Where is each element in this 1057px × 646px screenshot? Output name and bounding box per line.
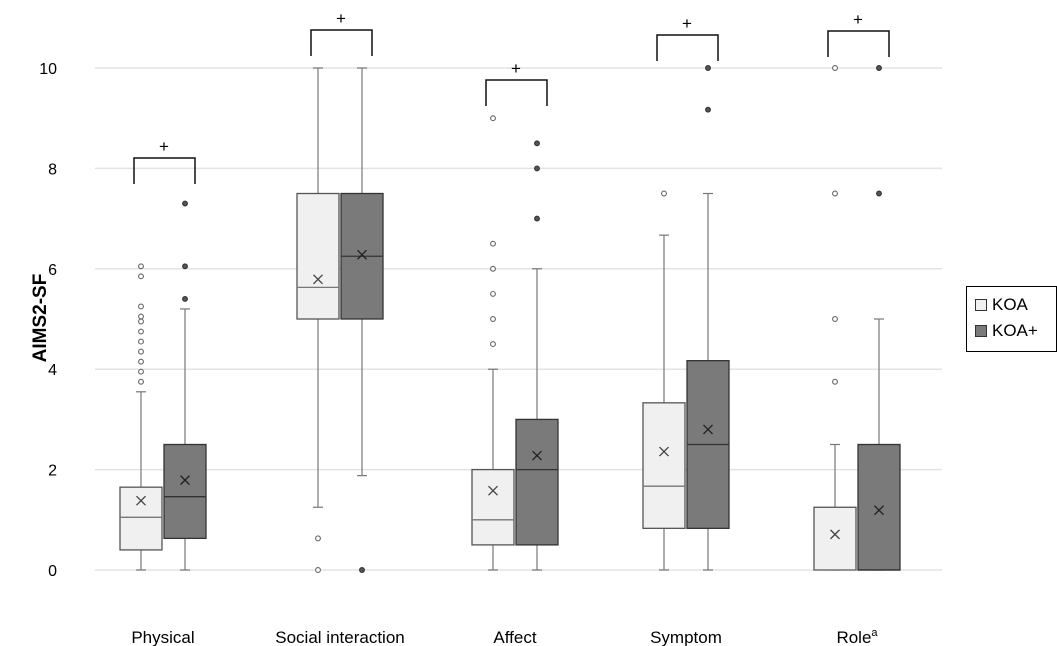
mean-marker: [488, 485, 498, 496]
mean-marker: [874, 505, 884, 516]
significance-brackets: + + + + +: [133, 9, 890, 184]
legend: KOA KOA+: [966, 286, 1057, 352]
significance-bracket: [656, 34, 719, 61]
outlier-point: [705, 106, 711, 113]
box-koa-plus-3: [686, 65, 730, 571]
boxes: [119, 65, 901, 573]
significance-mark: +: [336, 9, 346, 28]
category-labels: Physical Social interaction Affect Symptom R…: [131, 627, 878, 646]
category-label: Symptom: [650, 628, 722, 646]
legend-swatch-koa-plus: [975, 325, 987, 337]
y-axis-ticks: 0 2 4 6 8 10: [39, 61, 57, 580]
outlier-point: [705, 65, 711, 71]
outlier-point: [661, 190, 667, 197]
box-koa-2: [471, 115, 515, 571]
outlier-point: [138, 318, 144, 325]
outlier-point: [359, 567, 365, 573]
outlier-point: [876, 190, 882, 197]
legend-item-koa: KOA: [975, 295, 1028, 315]
significance-mark: +: [159, 137, 169, 156]
significance-mark: +: [682, 14, 692, 33]
outlier-point: [534, 140, 540, 147]
y-tick-label: 8: [48, 161, 57, 178]
outlier-point: [138, 358, 144, 365]
outlier-point: [534, 215, 540, 222]
outlier-point: [182, 263, 188, 270]
outlier-point: [138, 273, 144, 280]
significance-bracket: [133, 157, 196, 184]
outlier-point: [138, 303, 144, 310]
outlier-point: [832, 316, 838, 322]
y-tick-label: 10: [39, 61, 57, 78]
box-iqr: [163, 443, 207, 540]
mean-marker: [830, 529, 840, 540]
box-koa-1: [296, 67, 340, 573]
box-koa-3: [642, 190, 686, 571]
box-koa-plus-0: [163, 200, 207, 571]
outlier-point: [832, 378, 838, 385]
box-iqr: [813, 506, 857, 571]
box-koa-0: [119, 263, 163, 571]
box-koa-plus-1: [340, 67, 384, 573]
box-iqr: [296, 192, 340, 320]
outlier-point: [182, 200, 188, 207]
outlier-point: [832, 190, 838, 197]
box-iqr: [119, 486, 163, 551]
significance-mark: +: [853, 10, 863, 29]
mean-marker: [313, 274, 323, 285]
mean-marker: [136, 495, 146, 506]
outlier-point: [138, 263, 144, 270]
outlier-point: [315, 567, 321, 573]
y-tick-label: 6: [48, 262, 57, 279]
outlier-point: [138, 378, 144, 385]
outlier-point: [138, 328, 144, 335]
gridlines: [95, 67, 942, 571]
box-koa-4: [813, 65, 857, 571]
significance-bracket: [827, 30, 890, 57]
mean-marker: [659, 446, 669, 457]
outlier-point: [315, 535, 321, 542]
mean-marker: [532, 450, 542, 461]
legend-swatch-koa: [975, 299, 987, 311]
legend-item-koa-plus: KOA+: [975, 321, 1038, 341]
significance-mark: +: [511, 59, 521, 78]
outlier-point: [138, 368, 144, 375]
significance-bracket: [310, 29, 373, 56]
box-iqr: [642, 402, 686, 529]
box-iqr: [515, 418, 559, 546]
outlier-point: [138, 313, 144, 320]
outlier-point: [876, 65, 882, 71]
outlier-point: [182, 295, 188, 302]
legend-label-koa-plus: KOA+: [992, 321, 1038, 340]
y-axis-label: AIMS2-SF: [30, 274, 51, 363]
box-iqr: [471, 468, 515, 546]
category-label: Physical: [131, 628, 194, 646]
category-label: Affect: [493, 628, 536, 646]
mean-marker: [703, 424, 713, 435]
category-label: Social interaction: [275, 628, 404, 646]
box-iqr: [857, 443, 901, 571]
outlier-point: [138, 338, 144, 345]
outlier-point: [534, 165, 540, 172]
legend-label-koa: KOA: [992, 295, 1028, 314]
outlier-point: [490, 115, 496, 122]
box-koa-plus-4: [857, 65, 901, 571]
outlier-point: [490, 240, 496, 247]
significance-bracket: [485, 79, 548, 106]
category-superscript: a: [871, 627, 878, 639]
outlier-point: [832, 65, 838, 71]
y-tick-label: 0: [48, 563, 57, 580]
box-koa-plus-2: [515, 140, 559, 571]
category-label: Rolea: [836, 627, 878, 646]
outlier-point: [490, 265, 496, 272]
outlier-point: [490, 316, 496, 322]
y-tick-label: 2: [48, 463, 57, 480]
y-tick-label: 4: [48, 362, 57, 379]
outlier-point: [138, 348, 144, 355]
mean-marker: [357, 249, 367, 260]
mean-marker: [180, 475, 190, 486]
outlier-point: [490, 290, 496, 297]
outlier-point: [490, 341, 496, 348]
